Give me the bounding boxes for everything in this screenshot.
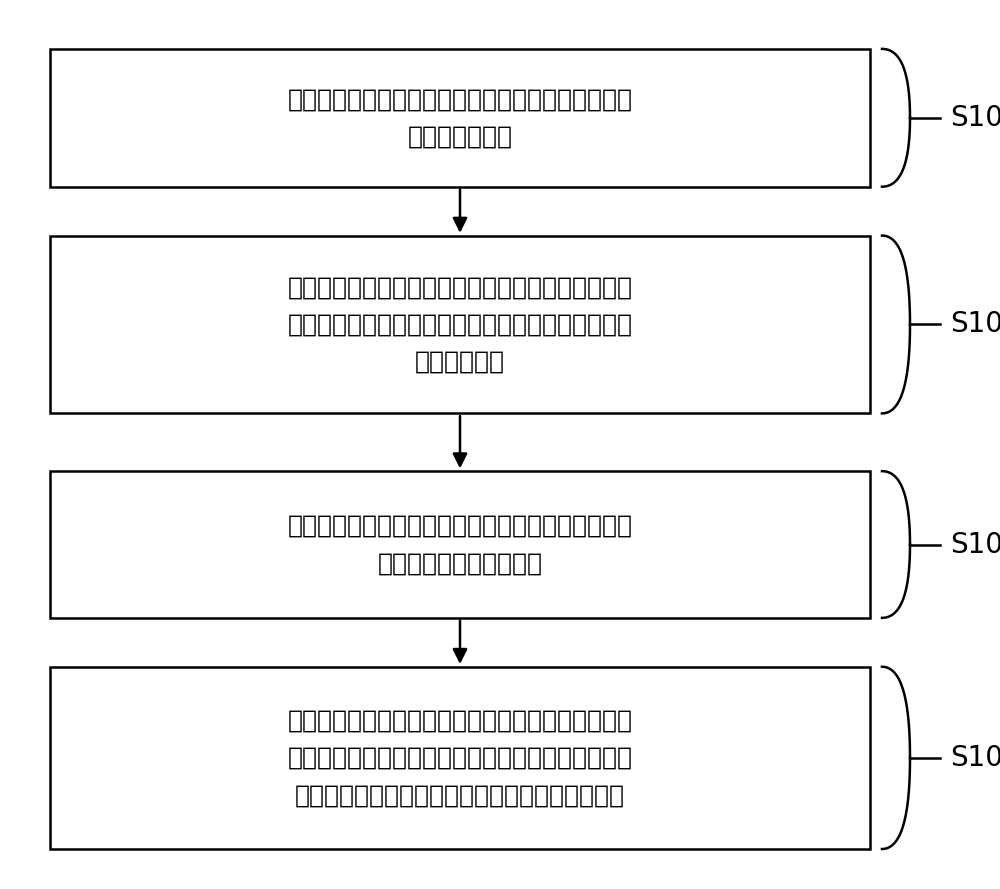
Bar	[50, 49, 870, 187]
Text: 分别针对每个员工对应的个人实体，利用双向线段将
员工对应的个人实体与员工相关的各个企业知识对应
的知识实体相连接，得到目标企业的企业知识地图: 分别针对每个员工对应的个人实体，利用双向线段将 员工对应的个人实体与员工相关的各…	[287, 709, 633, 807]
Text: 分别针对每个部门，根据部门下的各个员工的个人信
息，在部门对应的部门实体下，分别构建各个员工对
应的个人实体: 分别针对每个部门，根据部门下的各个员工的个人信 息，在部门对应的部门实体下，分别…	[287, 276, 633, 373]
Text: 分别确定出每个员工相关的多个企业知识，构建每个
企业知识对应的知识实体: 分别确定出每个员工相关的多个企业知识，构建每个 企业知识对应的知识实体	[287, 514, 633, 575]
Text: S101: S101	[950, 104, 1000, 132]
Text: S103: S103	[950, 531, 1000, 558]
Bar	[50, 236, 870, 413]
Text: 根据目标企业的各个部门的部门信息，构建各个部门
对应的部门实体: 根据目标企业的各个部门的部门信息，构建各个部门 对应的部门实体	[287, 87, 633, 148]
Bar	[50, 471, 870, 618]
Bar	[50, 667, 870, 849]
Text: S104: S104	[950, 744, 1000, 772]
Text: S102: S102	[950, 310, 1000, 339]
